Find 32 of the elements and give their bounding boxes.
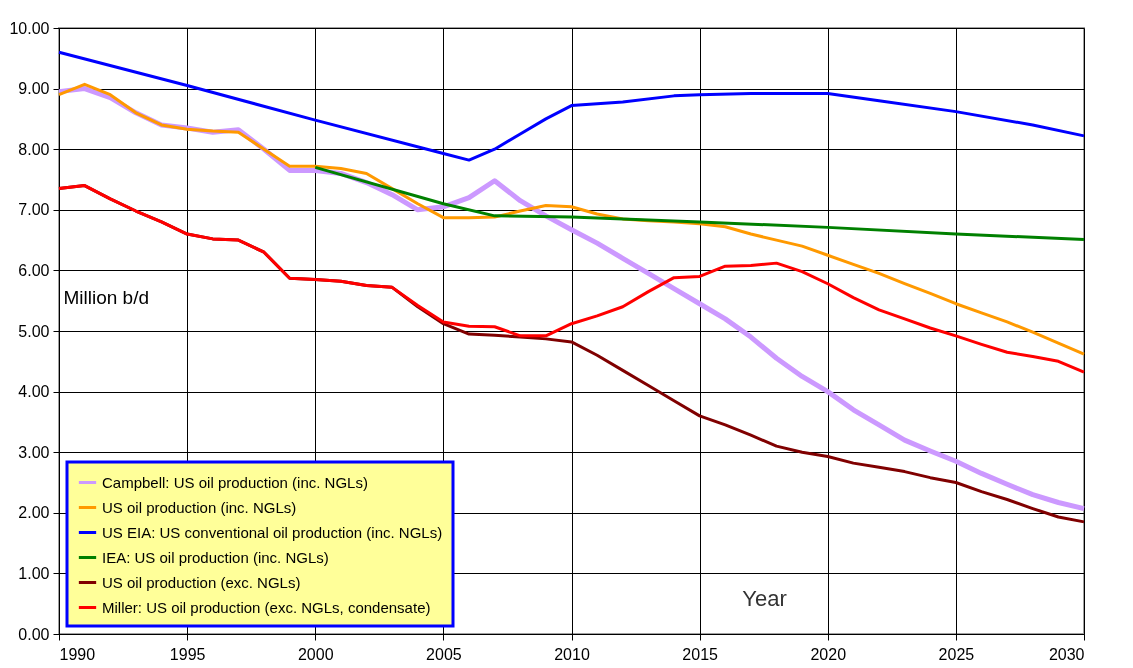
legend-label: Miller: US oil production (exc. NGLs, condensate) (102, 598, 431, 616)
x-tick-label: 2020 (810, 645, 847, 663)
legend-label: Campbell: US oil production (inc. NGLs) (102, 473, 368, 491)
y-tick-label: 5.00 (18, 322, 50, 340)
y-tick-label: 1.00 (18, 564, 50, 582)
line-series (313, 165, 1086, 241)
line-series (57, 82, 1086, 356)
y-tick-label: 7.00 (18, 201, 50, 219)
y-tick-label: 9.00 (18, 80, 50, 98)
x-tick-label: 1990 (59, 645, 96, 663)
y-axis-title: Million b/d (63, 286, 150, 308)
legend-label: US EIA: US conventional oil production (inc. NGLs) (102, 523, 443, 541)
line-series (57, 50, 1086, 162)
x-tick-label: 2005 (426, 645, 462, 663)
y-tick-label: 6.00 (18, 261, 50, 279)
x-tick-label: 2015 (682, 645, 719, 663)
y-tick-label: 0.00 (18, 625, 50, 643)
line-series (57, 184, 1086, 374)
y-tick-label: 8.00 (18, 140, 50, 158)
y-tick-label: 3.00 (18, 443, 50, 461)
y-tick-label: 2.00 (18, 504, 50, 522)
legend-label: US oil production (inc. NGLs) (102, 498, 297, 516)
x-tick-label: 1995 (169, 645, 206, 663)
x-tick-label: 2025 (938, 645, 975, 663)
y-tick-label: 10.00 (9, 19, 50, 37)
y-tick-label: 4.00 (18, 383, 50, 401)
x-axis-title: Year (742, 585, 787, 611)
x-tick-label: 2030 (1048, 645, 1085, 663)
legend-label: IEA: US oil production (inc. NGLs) (102, 548, 329, 566)
x-tick-label: 2010 (554, 645, 590, 663)
legend-label: US oil production (exc. NGLs) (102, 573, 301, 591)
x-tick-label: 2000 (297, 645, 334, 663)
